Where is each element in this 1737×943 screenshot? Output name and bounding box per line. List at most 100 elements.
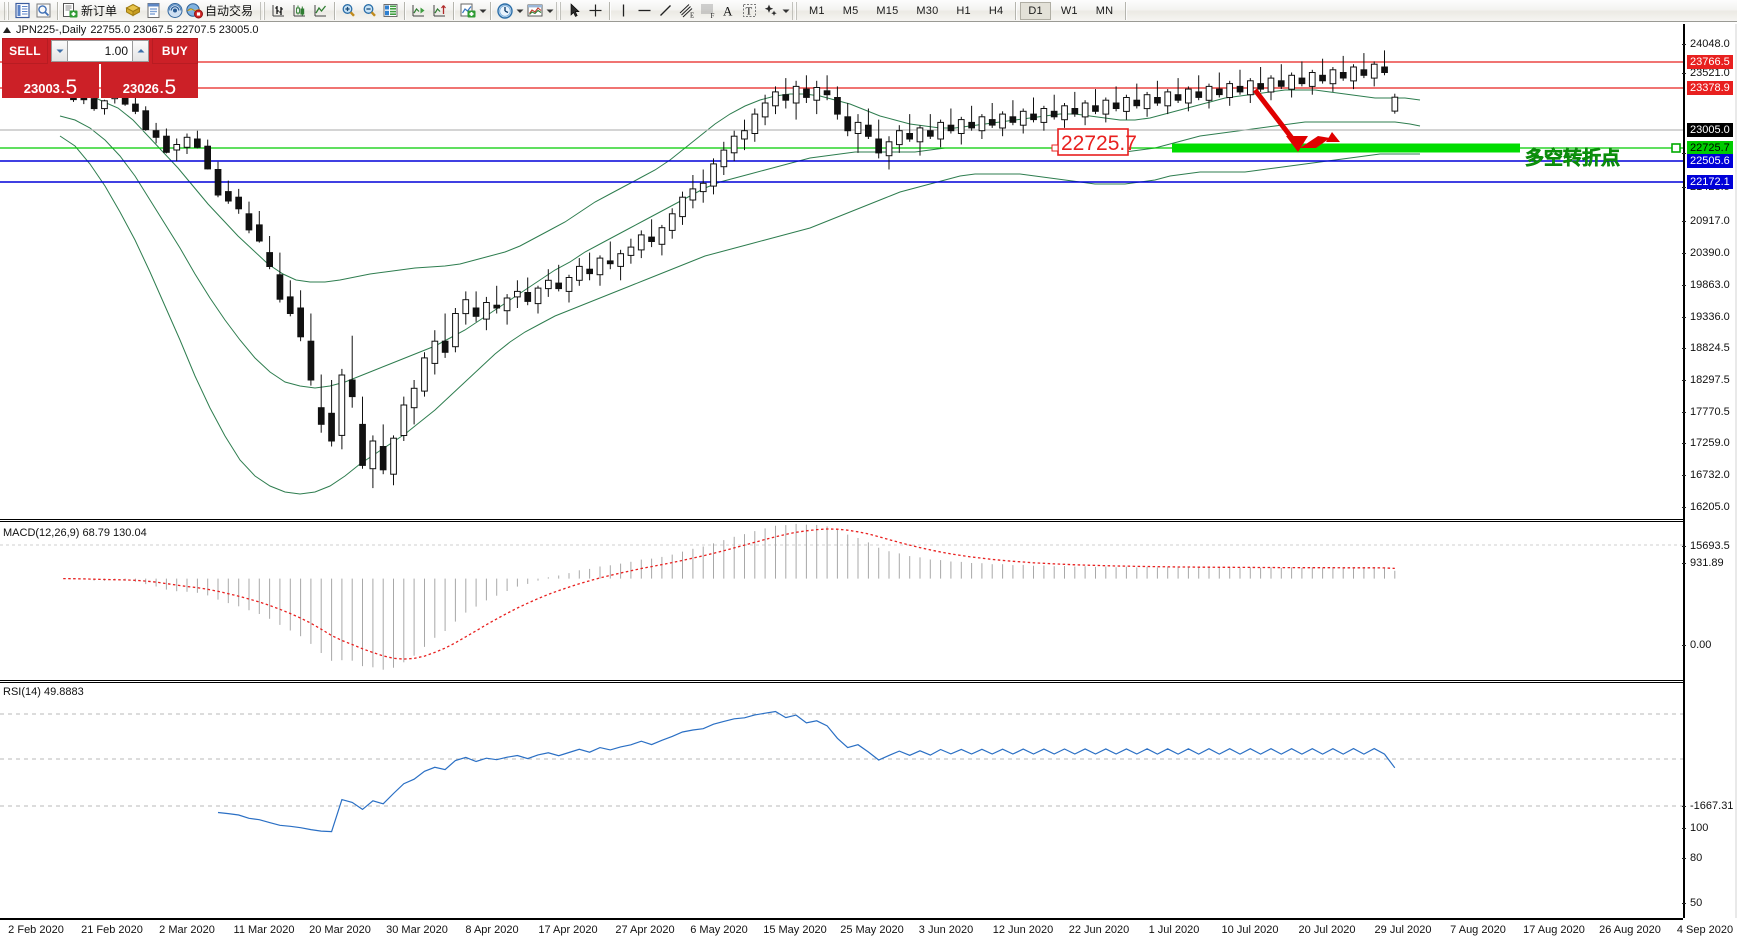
timeframe-m15[interactable]: M15 <box>876 4 899 17</box>
candle-body <box>441 340 449 353</box>
text-label-icon[interactable]: T <box>739 1 760 21</box>
candle-body <box>596 257 604 276</box>
one-click-trading-prices-row: 23003 . 5 23026 . 5 <box>2 64 198 98</box>
price-scale[interactable]: 24048.023521.021955.521428.520917.020390… <box>1682 24 1737 918</box>
toolbar-grip-1[interactable] <box>4 1 10 20</box>
timeframe-mn[interactable]: MN <box>1095 4 1114 17</box>
signals-icon[interactable] <box>164 1 185 21</box>
up-arrow-annotation[interactable] <box>1300 132 1340 148</box>
volume-control[interactable]: 1.00 <box>48 38 152 64</box>
timeframe-d1[interactable]: D1 <box>1020 1 1051 20</box>
auto-scroll-icon[interactable] <box>408 1 429 21</box>
candle-body <box>668 213 676 231</box>
date-axis-label: 21 Feb 2020 <box>81 924 143 936</box>
price-badge[interactable]: 23005.0 <box>1687 123 1733 137</box>
toolbar-grip-4[interactable] <box>792 1 799 20</box>
timeframe-m30[interactable]: M30 <box>916 4 939 17</box>
price-badge[interactable]: 22505.6 <box>1687 154 1733 168</box>
templates-icon[interactable] <box>524 1 545 21</box>
horizontal-line-icon[interactable] <box>634 1 655 21</box>
rsi-pane[interactable] <box>0 683 1683 841</box>
timeframe-m1[interactable]: M1 <box>809 4 825 17</box>
price-label-annotation[interactable]: 22725.7 <box>1051 128 1137 156</box>
candle-body <box>359 423 366 466</box>
volume-increment-button[interactable] <box>132 40 149 62</box>
chart-collapse-icon[interactable] <box>3 26 11 33</box>
fibonacci-icon[interactable]: F <box>697 1 718 21</box>
new-order-icon[interactable]: 新订单 <box>61 1 122 21</box>
buy-price-display[interactable]: 23026 . 5 <box>101 64 198 98</box>
candle-body <box>937 121 944 140</box>
timeframe-h4[interactable]: H4 <box>988 4 1004 17</box>
periods-icon[interactable] <box>494 1 515 21</box>
pane-divider-macd[interactable] <box>0 519 1683 522</box>
zoom-out-icon[interactable] <box>359 1 380 21</box>
candle-body <box>183 136 191 148</box>
candle-body <box>534 287 542 305</box>
indicators-icon[interactable] <box>457 1 478 21</box>
periods-chevron-down-icon[interactable] <box>515 8 524 14</box>
cursor-icon[interactable] <box>564 1 585 21</box>
candle-body <box>1102 99 1110 115</box>
volume-decrement-button[interactable] <box>51 40 68 62</box>
volume-input[interactable]: 1.00 <box>68 40 132 62</box>
sell-button[interactable]: SELL <box>2 38 48 64</box>
one-click-trading-panel[interactable]: SELL 1.00 BUY 23003 . 5 23026 . 5 <box>2 38 198 98</box>
candle-body <box>493 304 501 309</box>
macd-pane[interactable] <box>0 522 1683 680</box>
candle-body <box>514 290 521 298</box>
price-badge[interactable]: 22172.1 <box>1687 175 1733 189</box>
timeframe-h1[interactable]: H1 <box>956 4 971 17</box>
rsi-tick-label: 100 <box>1690 822 1709 834</box>
vertical-line-icon[interactable] <box>613 1 634 21</box>
date-axis-label: 10 Jul 2020 <box>1221 924 1279 936</box>
trendline-icon[interactable] <box>655 1 676 21</box>
candle-body <box>1350 66 1357 82</box>
candle-body <box>1174 94 1182 101</box>
market-watch-icon[interactable] <box>33 1 54 21</box>
price-tick-label: 17259.0 <box>1690 437 1730 449</box>
date-axis[interactable]: 2 Feb 2020 21 Feb 2020 2 Mar 2020 11 Mar 20… <box>0 918 1733 943</box>
chart-grid-icon[interactable] <box>380 1 401 21</box>
candle-body <box>1267 77 1275 93</box>
buy-button[interactable]: BUY <box>152 38 198 64</box>
candle-body <box>1298 77 1306 85</box>
text-icon[interactable]: A <box>718 1 739 21</box>
zoom-in-icon[interactable] <box>338 1 359 21</box>
price-chart-pane[interactable]: 22725.7 多空转折点 <box>0 24 1683 519</box>
timeframe-m5[interactable]: M5 <box>842 4 859 17</box>
crosshair-icon[interactable] <box>585 1 606 21</box>
price-badge[interactable]: 23378.9 <box>1687 81 1733 95</box>
expert-advisor-icon[interactable] <box>122 1 143 21</box>
new-chart-icon[interactable] <box>12 1 33 21</box>
line-chart-icon[interactable] <box>310 1 331 21</box>
candlestick-chart-icon[interactable] <box>289 1 310 21</box>
autotrading-icon[interactable]: 自动交易 <box>185 1 258 21</box>
scale-tick <box>1682 187 1686 188</box>
pane-divider-rsi[interactable] <box>0 680 1683 683</box>
objects-chevron-down-icon[interactable] <box>781 8 790 14</box>
price-badge[interactable]: 23766.5 <box>1687 55 1733 69</box>
chart-shift-icon[interactable] <box>429 1 450 21</box>
pivot-handle[interactable] <box>1671 143 1681 153</box>
equidistant-channel-icon[interactable]: E <box>676 1 697 21</box>
objects-icon[interactable] <box>760 1 781 21</box>
down-arrow-annotation[interactable] <box>1253 88 1308 152</box>
candle-body <box>1370 63 1378 79</box>
toolbar-grip-2[interactable] <box>260 1 267 20</box>
candle-body <box>1277 80 1285 87</box>
data-window-icon[interactable] <box>143 1 164 21</box>
date-axis-label: 15 May 2020 <box>763 924 827 936</box>
bar-chart-icon[interactable] <box>268 1 289 21</box>
candle-body <box>658 227 666 245</box>
candle-body <box>730 135 738 154</box>
timeframe-w1[interactable]: W1 <box>1060 4 1078 17</box>
candle-body <box>1226 83 1234 98</box>
candle-body <box>390 437 397 475</box>
scale-tick <box>1682 348 1686 349</box>
indicators-chevron-down-icon[interactable] <box>478 8 487 14</box>
sell-price-display[interactable]: 23003 . 5 <box>2 64 99 98</box>
toolbar-grip-3[interactable] <box>556 1 563 20</box>
price-badge[interactable]: 22725.7 <box>1687 141 1733 155</box>
templates-chevron-down-icon[interactable] <box>545 8 554 14</box>
